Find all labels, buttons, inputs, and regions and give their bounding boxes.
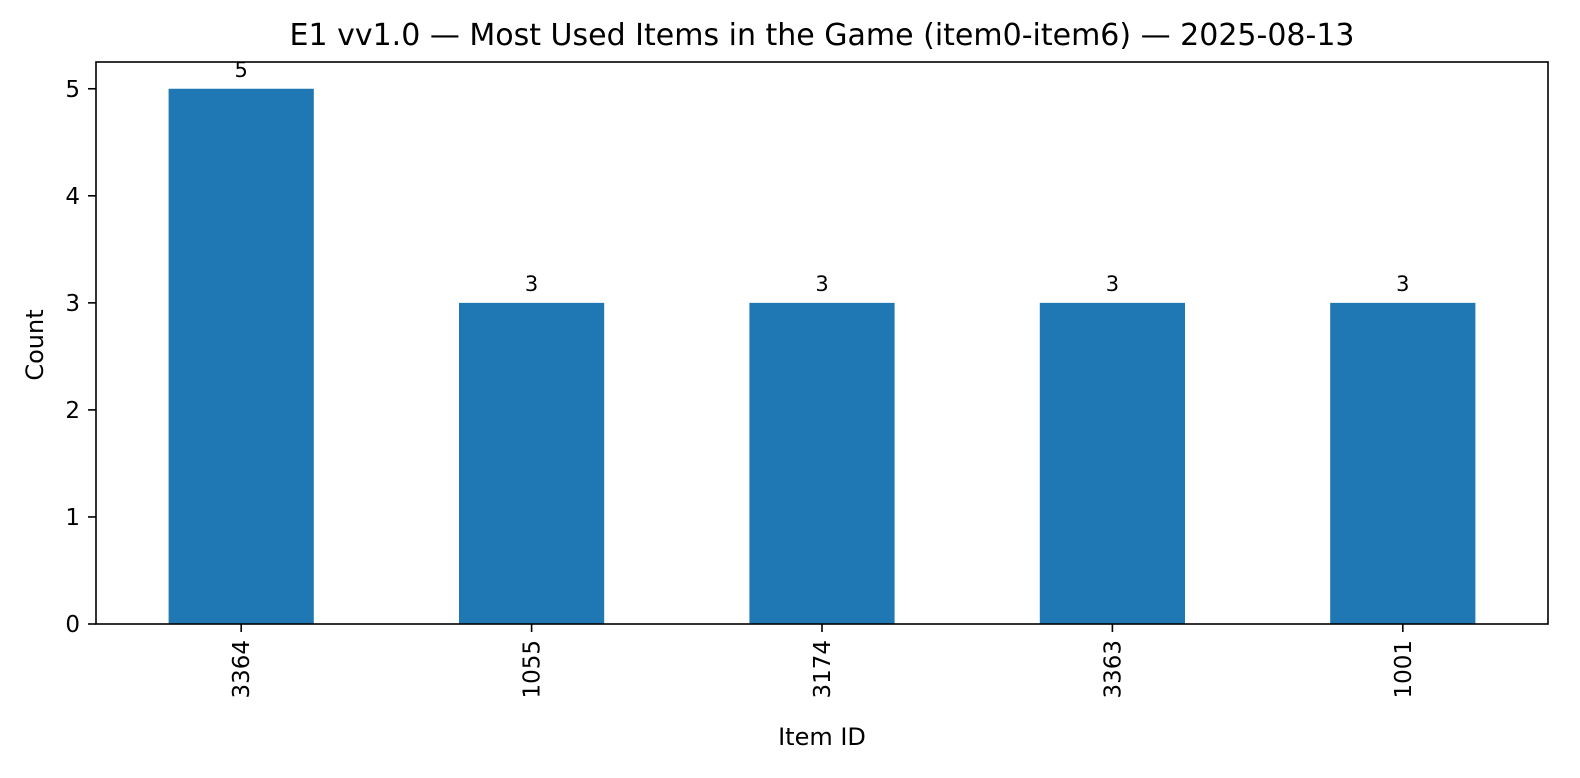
bars-group <box>168 88 1476 624</box>
y-tick-label-2: 2 <box>65 398 80 424</box>
x-tick-label-3363: 3363 <box>1100 640 1126 699</box>
x-axis: 3364 1055 3174 3363 1001 <box>229 624 1417 699</box>
x-tick-label-1055: 1055 <box>520 640 546 699</box>
data-label-3174: 3 <box>815 272 828 296</box>
data-label-3363: 3 <box>1106 272 1119 296</box>
x-axis-label: Item ID <box>778 723 866 751</box>
data-label-1001: 3 <box>1396 272 1409 296</box>
bar-3364 <box>168 88 314 624</box>
x-tick-label-1001: 1001 <box>1391 640 1417 699</box>
y-axis-label: Count <box>21 309 49 380</box>
data-labels-group: 5 3 3 3 3 <box>235 58 1410 296</box>
y-tick-label-4: 4 <box>65 184 80 210</box>
bar-3174 <box>749 302 895 624</box>
y-tick-label-3: 3 <box>65 291 80 317</box>
y-tick-label-5: 5 <box>65 77 80 103</box>
chart-title: E1 vv1.0 — Most Used Items in the Game (… <box>290 18 1355 53</box>
plot-area-frame <box>95 61 1549 625</box>
data-label-1055: 3 <box>525 272 538 296</box>
x-tick-label-3174: 3174 <box>810 640 836 699</box>
y-tick-label-1: 1 <box>65 505 80 531</box>
bar-3363 <box>1039 302 1185 624</box>
data-label-3364: 5 <box>235 58 248 82</box>
bar-1001 <box>1330 302 1476 624</box>
x-tick-label-3364: 3364 <box>229 640 255 699</box>
y-tick-label-0: 0 <box>65 612 80 638</box>
y-axis: 0 1 2 3 4 5 <box>65 77 96 638</box>
bar-1055 <box>459 302 605 624</box>
